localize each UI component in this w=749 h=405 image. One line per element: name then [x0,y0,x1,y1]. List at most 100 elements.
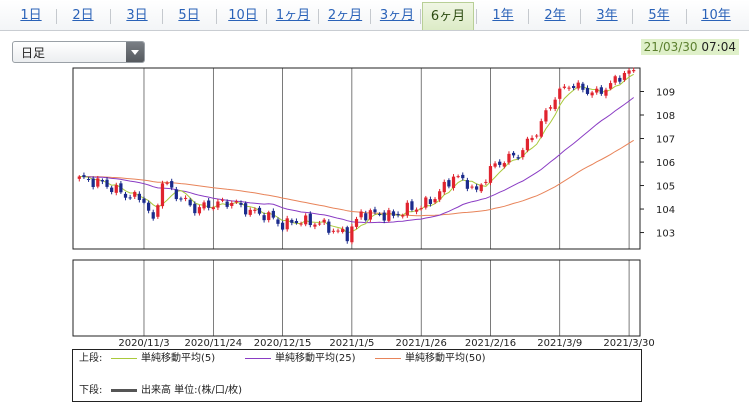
legend-sma25-label: 単純移動平均(25) [275,353,356,364]
candle-body [202,202,206,209]
candle-body [447,180,451,187]
tab-3日[interactable]: 3日 [126,8,148,23]
candle-body [294,221,299,224]
candle-body [299,223,303,225]
tab-1ヶ月[interactable]: 1ヶ月 [275,8,311,23]
candle-body [405,202,409,216]
interval-select[interactable]: 日足 [12,41,145,63]
candle-body [308,213,312,226]
candle-body [248,209,252,215]
candle-body [507,153,511,163]
candle-body [516,157,520,159]
tab-6ヶ月[interactable]: 6ヶ月 [422,2,474,30]
candle-body [110,187,114,193]
candle-body [341,229,345,233]
candle-body [410,201,414,210]
candle-body [364,213,368,221]
tab-5日[interactable]: 5日 [178,8,200,23]
candle-body [479,184,483,192]
candle-body [632,70,636,72]
candle-body [91,178,95,188]
legend-sma25: 単純移動平均(25) [245,352,356,366]
candle-body [433,199,437,203]
candle-body [498,161,502,165]
tab-separator [110,9,111,24]
candle-body [521,150,525,158]
candle-body [391,211,396,216]
chart-legend: 上段: 単純移動平均(5) 単純移動平均(25) 単純移動平均(50) 下段: … [72,349,642,402]
legend-sma50-swatch [375,357,401,359]
legend-sma50-label: 単純移動平均(50) [405,353,486,364]
candle-body [77,176,81,179]
tab-2日[interactable]: 2日 [72,8,94,23]
candle-body [327,221,331,233]
x-tick-label: 2021/2/16 [465,338,516,349]
tab-1日[interactable]: 1日 [20,8,42,23]
candle-body [438,191,442,200]
candle-body [82,175,86,178]
tab-1年[interactable]: 1年 [492,8,514,23]
candle-body [576,82,580,89]
candle-body [368,210,372,220]
candle-body [530,137,534,141]
tab-separator [476,9,477,24]
candle-body [253,209,257,211]
candle-body [280,222,285,230]
x-tick-label: 2021/3/9 [537,338,582,349]
candle-body [350,226,354,243]
tab-5年[interactable]: 5年 [648,8,670,23]
legend-sma50: 単純移動平均(50) [375,352,486,366]
candle-body [276,219,280,224]
candle-body [377,214,382,216]
tab-separator [162,9,163,24]
candle-body [590,92,594,96]
tab-2ヶ月[interactable]: 2ヶ月 [327,8,363,23]
timestamp-date: 21/03/30 [643,40,698,54]
candle-body [461,174,465,179]
candle-body [137,193,141,200]
candle-body [604,89,608,96]
candle-body [331,230,336,232]
candle-body [451,176,456,188]
tab-separator [318,9,319,24]
candle-body [313,224,317,227]
tab-3ヶ月[interactable]: 3ヶ月 [379,8,415,23]
tab-separator [56,9,57,24]
candle-body [170,181,174,188]
candle-body [424,197,428,208]
legend-volume-label: 出来高 単位:(株/口/枚) [141,385,243,396]
candle-body [220,199,225,201]
tab-2年[interactable]: 2年 [544,8,566,23]
candle-body [304,215,308,225]
candle-body [239,202,243,205]
tab-3年[interactable]: 3年 [596,8,618,23]
candle-body [165,182,169,184]
candle-body [230,202,234,206]
candle-body [105,179,109,187]
volume-panel [72,259,641,337]
candle-body [525,138,530,151]
tab-separator [216,9,217,24]
candle-body [613,76,617,83]
candle-body [581,83,585,90]
candle-body [558,88,562,99]
tab-10年[interactable]: 10年 [701,8,731,23]
x-tick-label: 2020/11/24 [184,338,242,349]
tab-separator [686,9,687,24]
y-tick-label: 105 [656,182,675,193]
candle-body [608,83,613,89]
timestamp-time: 07:04 [701,40,736,54]
candle-body [396,213,400,216]
candle-body [442,181,446,193]
legend-sma5: 単純移動平均(5) [111,352,215,366]
candle-body [488,166,493,183]
candle-body [151,212,155,219]
y-tick-label: 104 [656,205,675,216]
y-tick-label: 103 [656,229,675,240]
legend-sma25-swatch [245,357,271,359]
candle-body [119,183,123,193]
candle-body [567,87,571,89]
candle-body [225,201,229,207]
tab-10日[interactable]: 10日 [228,8,258,23]
tab-separator [580,9,581,24]
